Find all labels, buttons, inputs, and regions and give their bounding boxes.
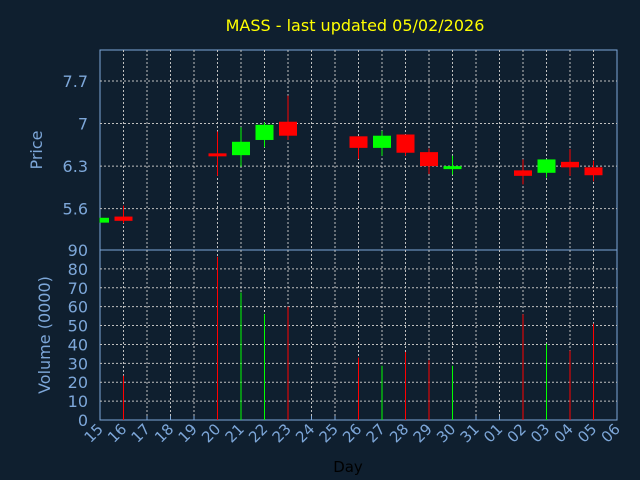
candle-body <box>514 170 532 176</box>
volume-tick-label: 40 <box>68 335 88 354</box>
x-tick-label: 17 <box>128 420 154 446</box>
x-tick-label: 05 <box>574 420 600 446</box>
volume-tick-label: 50 <box>68 317 88 336</box>
candle-body <box>349 136 368 148</box>
price-tick-label: 6.3 <box>63 157 88 176</box>
x-tick-label: 27 <box>363 420 389 446</box>
volume-tick-label: 0 <box>78 411 88 430</box>
candle-body <box>279 121 297 136</box>
x-tick-label: 04 <box>551 420 577 446</box>
candle-body <box>100 217 109 223</box>
x-tick-label: 20 <box>198 420 224 446</box>
candle-body <box>420 152 438 167</box>
candle-body <box>443 166 462 170</box>
candle-body <box>114 216 133 221</box>
x-tick-label: 03 <box>527 420 553 446</box>
volume-tick-label: 60 <box>68 298 88 317</box>
candle-body <box>584 167 603 176</box>
volume-tick-label: 20 <box>68 373 88 392</box>
volume-tick-label: 10 <box>68 392 88 411</box>
x-tick-label: 31 <box>457 420 483 446</box>
volume-axis-label: Volume (0000) <box>35 276 54 394</box>
x-tick-label: 23 <box>269 420 295 446</box>
volume-tick-label: 30 <box>68 354 88 373</box>
candle-body <box>232 141 250 156</box>
x-tick-label: 29 <box>410 420 436 446</box>
candle-body <box>396 134 415 153</box>
x-tick-label: 18 <box>151 420 177 446</box>
volume-tick-label: 80 <box>68 260 88 279</box>
x-tick-label: 19 <box>175 420 201 446</box>
x-tick-label: 26 <box>339 420 365 446</box>
candle-body <box>537 159 556 173</box>
price-tick-label: 7.7 <box>63 72 88 91</box>
x-tick-label: 22 <box>245 420 271 446</box>
candle-body <box>255 124 274 140</box>
x-tick-label: 02 <box>504 420 530 446</box>
x-tick-label: 24 <box>292 420 318 446</box>
chart-title: MASS - last updated 05/02/2026 <box>226 16 485 35</box>
x-tick-label: 06 <box>598 420 624 446</box>
price-tick-label: 5.6 <box>63 200 88 219</box>
x-tick-label: 28 <box>386 420 412 446</box>
x-tick-label: 25 <box>316 420 342 446</box>
volume-tick-label: 90 <box>68 241 88 260</box>
x-tick-label: 16 <box>104 420 130 446</box>
x-tick-label: 01 <box>480 420 506 446</box>
volume-tick-label: 70 <box>68 279 88 298</box>
candle-body <box>208 153 227 157</box>
x-axis-label: Day <box>333 458 363 476</box>
x-tick-label: 21 <box>222 420 248 446</box>
price-tick-label: 7 <box>78 115 88 134</box>
candle-body <box>561 161 579 168</box>
candle-body <box>373 135 391 148</box>
price-axis-label: Price <box>27 130 46 169</box>
x-tick-label: 30 <box>433 420 459 446</box>
